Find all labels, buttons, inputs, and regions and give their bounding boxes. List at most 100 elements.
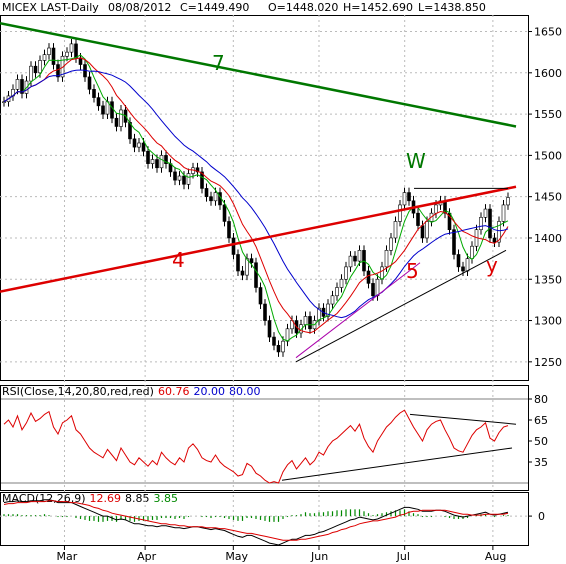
support-line xyxy=(295,249,507,363)
macd-signal-value: 8.85 xyxy=(125,492,150,505)
price-candle xyxy=(303,316,308,325)
price-candle xyxy=(330,295,335,305)
price-candle xyxy=(177,175,182,181)
macd-hist-value: 3.85 xyxy=(153,492,179,505)
price-candle xyxy=(222,204,227,222)
date-label: 08/08/2012 xyxy=(108,1,172,14)
price-candle xyxy=(213,192,218,202)
price-candle xyxy=(146,150,150,164)
close-value: C=1449.490 xyxy=(180,1,250,14)
macd-tick-label: 0 xyxy=(538,510,545,523)
price-candle xyxy=(393,221,398,239)
price-candle xyxy=(186,173,191,185)
price-candle xyxy=(267,320,272,338)
rsi-tick-label: 35 xyxy=(534,456,548,469)
price-candle xyxy=(141,142,146,152)
rsi-panel xyxy=(0,398,528,484)
price-candle xyxy=(227,221,231,239)
rsi-value: 60.76 xyxy=(157,385,190,398)
price-candle xyxy=(402,192,407,206)
open-value: O=1448.020 xyxy=(268,1,339,14)
rsi-tick-label: 80 xyxy=(534,393,548,406)
price-candle xyxy=(47,47,51,55)
price-candle xyxy=(15,79,20,90)
price-candle xyxy=(182,175,186,185)
price-candle xyxy=(501,204,506,222)
price-candle xyxy=(38,60,42,74)
signal-line xyxy=(3,500,509,541)
price-candle xyxy=(236,254,240,272)
price-candle xyxy=(452,229,456,255)
price-tick-label: 1600 xyxy=(534,67,562,80)
price-candle xyxy=(114,117,119,127)
price-candle xyxy=(326,303,330,317)
price-candle xyxy=(195,167,200,173)
price-tick-label: 1300 xyxy=(534,315,562,328)
rsi-trend-upper xyxy=(409,413,517,425)
macd-panel xyxy=(0,499,528,546)
price-candle xyxy=(164,155,168,164)
price-candle xyxy=(20,79,24,94)
price-candle xyxy=(380,266,384,280)
annotation-5: 5 xyxy=(406,259,419,283)
price-candle xyxy=(87,76,92,90)
price-candle xyxy=(375,278,380,297)
price-candle xyxy=(456,254,461,268)
price-candle xyxy=(65,51,69,57)
price-candle xyxy=(150,159,155,164)
price-candle xyxy=(173,171,177,181)
price-candle xyxy=(281,340,285,353)
price-candle xyxy=(155,159,159,169)
trendline-4 xyxy=(0,185,517,293)
axes: 1250 1300 1350 1400 1450 1500 1550 1600 1650 Mar A… xyxy=(56,26,562,563)
macd-value: 12.69 xyxy=(89,492,122,505)
price-tick-label: 1550 xyxy=(534,108,562,121)
price-tick-label: 1350 xyxy=(534,273,562,286)
price-candle xyxy=(132,138,137,148)
month-label: Jul xyxy=(396,550,410,563)
price-candle xyxy=(461,266,465,272)
price-candle xyxy=(92,89,96,98)
rsi-frame xyxy=(0,385,529,491)
price-candle xyxy=(29,65,33,82)
price-frame xyxy=(0,15,529,381)
price-tick-label: 1450 xyxy=(534,191,562,204)
price-candle xyxy=(497,221,501,243)
price-candle xyxy=(434,204,438,214)
price-candle xyxy=(366,270,371,284)
price-candle xyxy=(506,197,510,206)
price-candle xyxy=(398,204,402,222)
price-candle xyxy=(276,345,281,353)
price-candle xyxy=(101,105,105,115)
price-candle xyxy=(137,142,141,148)
channel-line xyxy=(295,262,421,359)
price-candle xyxy=(78,57,83,65)
price-candle xyxy=(465,258,470,272)
rsi-low: 20.00 xyxy=(193,385,225,398)
price-candle xyxy=(56,64,60,78)
price-candle xyxy=(308,316,312,330)
price-candle xyxy=(159,155,164,169)
month-label: Jun xyxy=(310,550,328,563)
price-candle xyxy=(272,336,276,346)
price-candle xyxy=(488,208,492,239)
price-candle xyxy=(74,43,78,59)
price-candle xyxy=(254,262,258,288)
price-tick-label: 1500 xyxy=(534,149,562,162)
ma-long-line xyxy=(3,69,509,319)
annotation-4: 4 xyxy=(172,248,185,272)
macd-frame xyxy=(0,492,529,546)
rsi-tick-label: 65 xyxy=(534,414,548,427)
macd-line xyxy=(3,499,509,546)
annotation-w: W xyxy=(406,149,426,173)
month-label: Aug xyxy=(485,550,506,563)
price-candle xyxy=(479,217,483,231)
chart-header: MICEX LAST-Daily 08/08/2012 C=1449.490 O… xyxy=(0,0,566,15)
price-candle xyxy=(285,328,290,342)
symbol-label: MICEX LAST-Daily xyxy=(2,1,99,14)
rsi-line xyxy=(3,409,509,484)
price-candle xyxy=(299,324,303,334)
high-value: H=1452.690 xyxy=(343,1,413,14)
price-panel xyxy=(2,38,510,357)
